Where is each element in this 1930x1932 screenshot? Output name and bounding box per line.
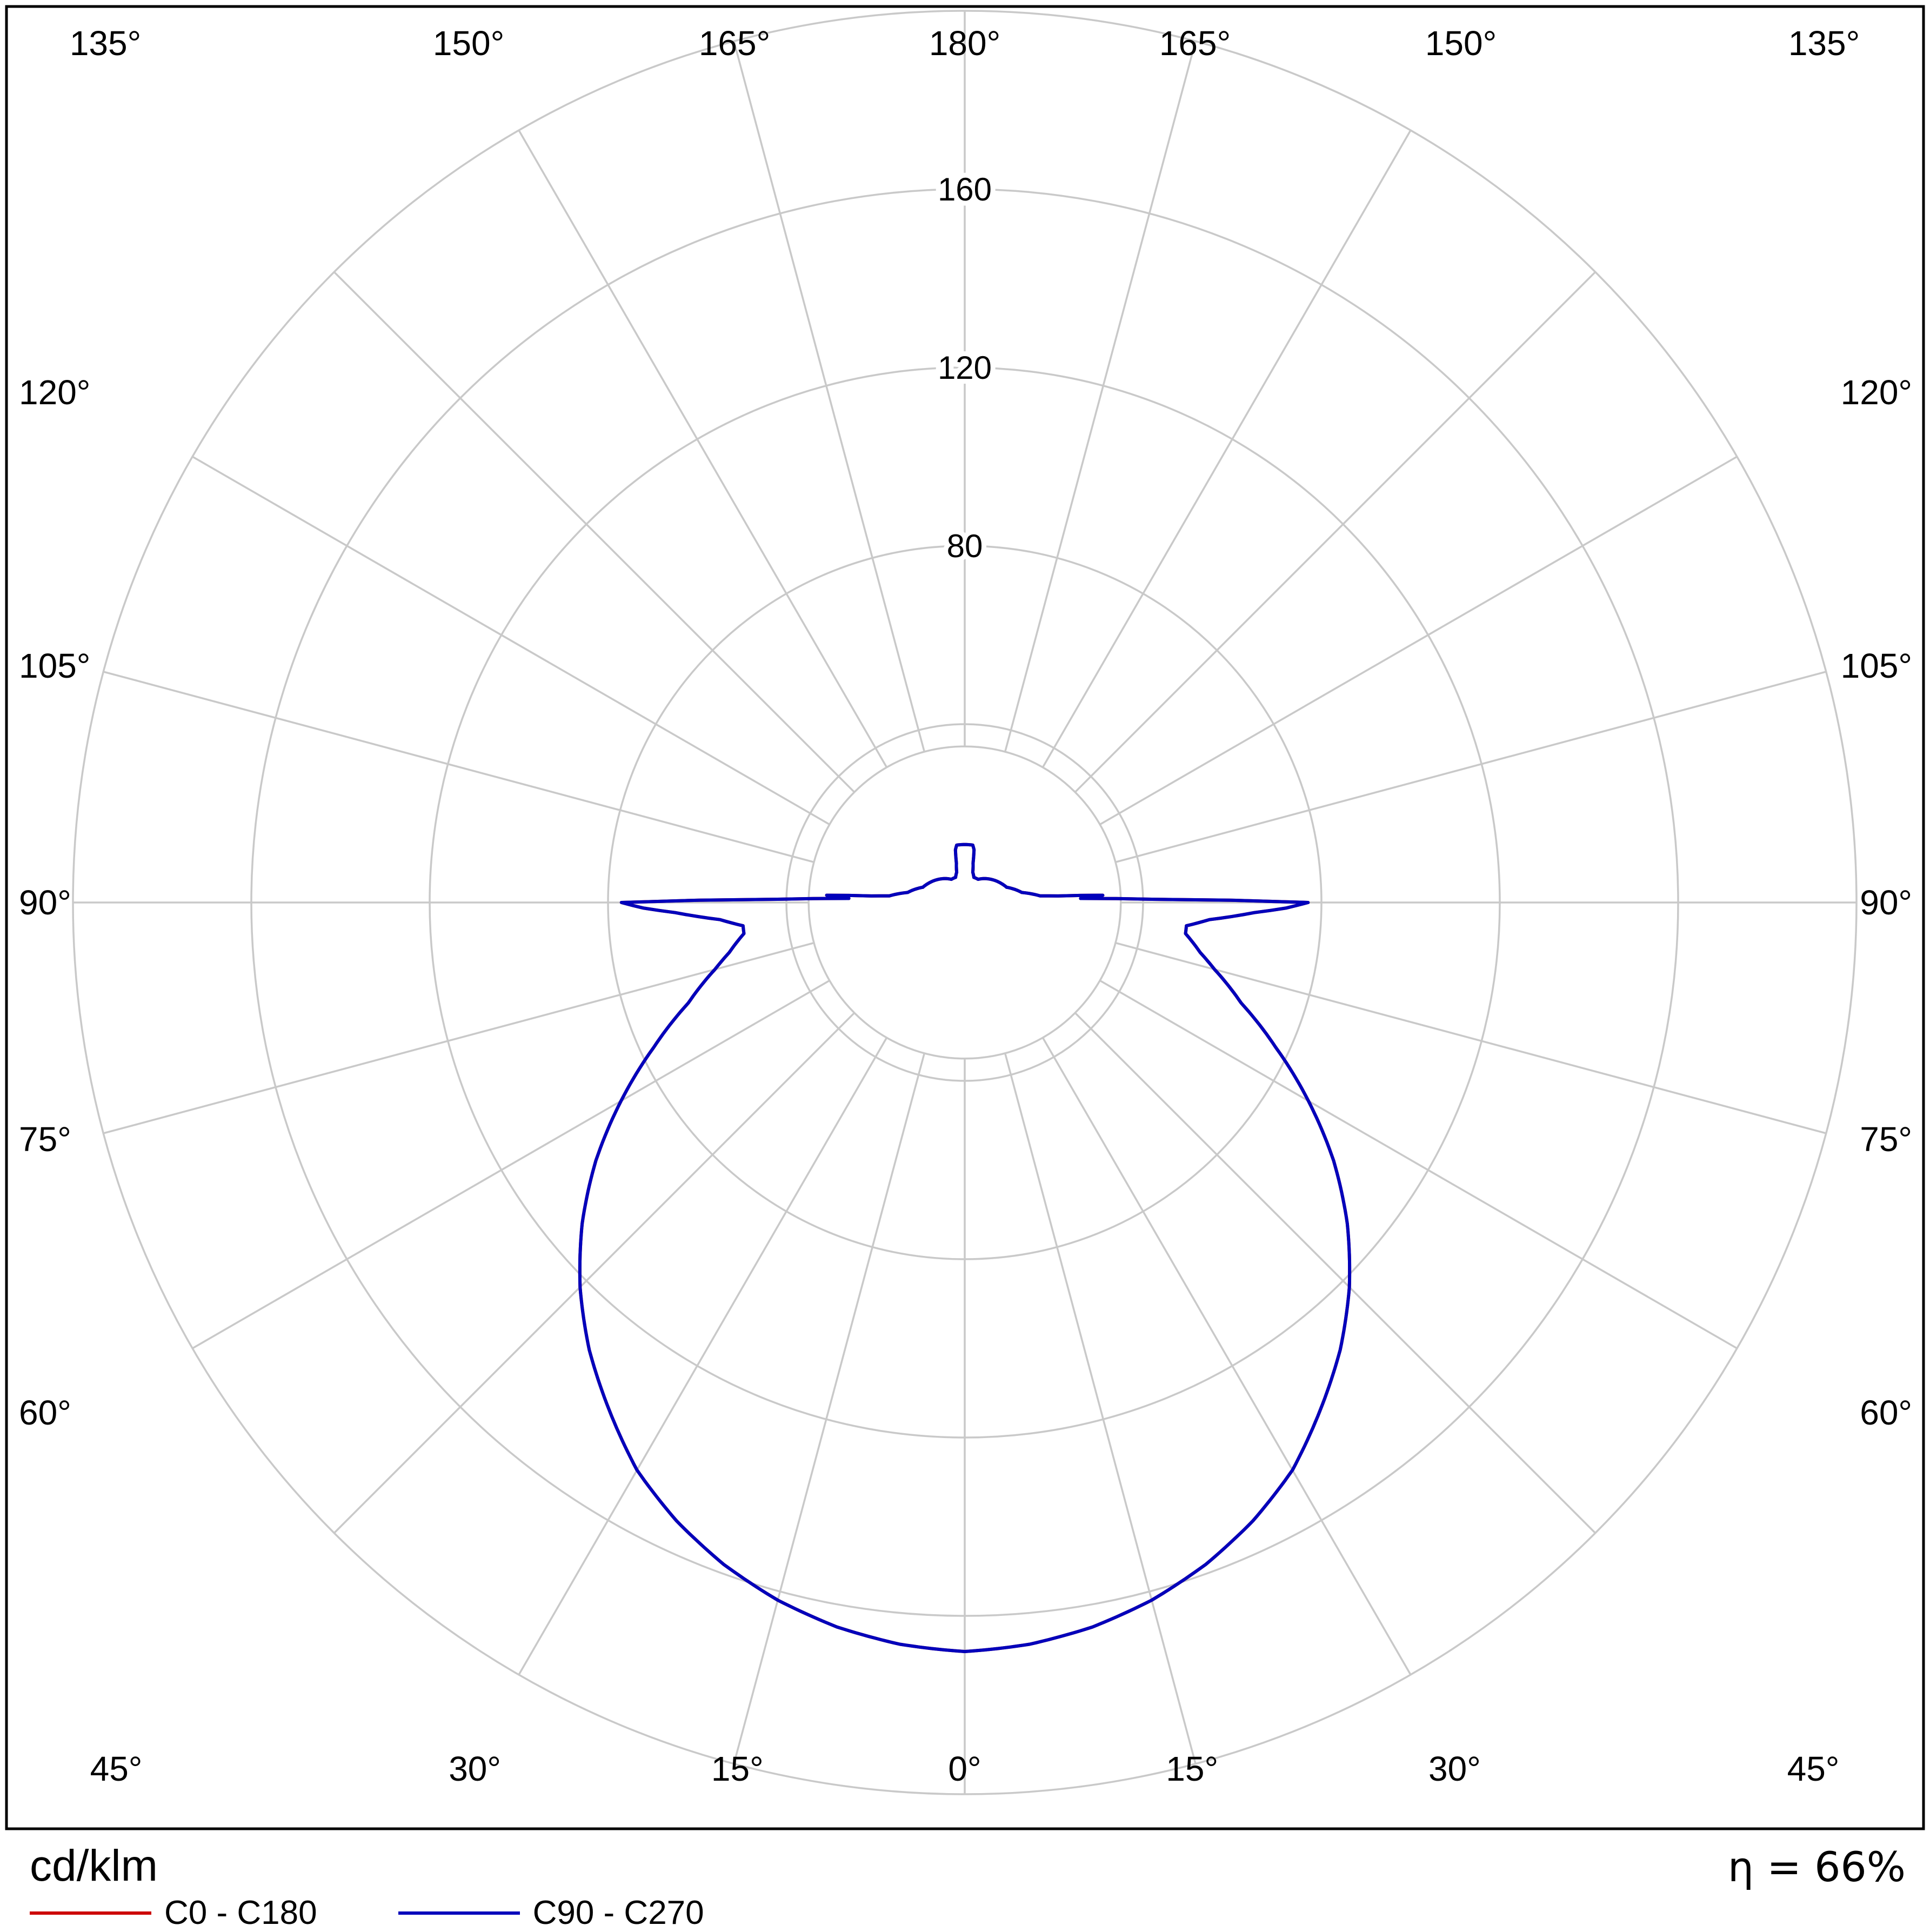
legend: cd/klm η = 66% C0 - C180 C90 - C270 — [0, 1833, 1930, 1932]
angle-label: 120° — [19, 373, 90, 412]
legend-label-c0-c180: C0 - C180 — [164, 1894, 317, 1931]
grid-spoke — [1004, 41, 1197, 752]
ring-label: 80 — [947, 528, 983, 564]
grid-spoke — [733, 41, 925, 752]
angle-label: 105° — [19, 646, 90, 685]
grid-spoke — [192, 979, 830, 1349]
grid-spoke — [103, 942, 814, 1134]
legend-line-c90-c270 — [398, 1911, 520, 1915]
grid-spoke — [103, 671, 814, 863]
grid-spoke — [1074, 271, 1596, 793]
grid-spoke — [1074, 1012, 1596, 1534]
angle-label: 135° — [1788, 24, 1860, 63]
legend-items: C0 - C180 C90 - C270 — [30, 1894, 704, 1932]
angle-label: 165° — [699, 24, 770, 63]
legend-item-c0-c180: C0 - C180 — [30, 1894, 317, 1932]
grid-spoke — [333, 1012, 856, 1534]
angle-label: 150° — [1425, 24, 1497, 63]
angle-label: 150° — [433, 24, 504, 63]
grid-spoke — [733, 1053, 925, 1764]
grid-spoke — [1004, 1053, 1197, 1764]
grid-spoke — [1115, 671, 1827, 863]
angle-label: 45° — [90, 1749, 143, 1788]
angle-label: 45° — [1787, 1749, 1840, 1788]
grid-spoke — [1099, 979, 1738, 1349]
angle-label: 75° — [19, 1120, 71, 1159]
ring-label: 120 — [938, 350, 992, 386]
efficiency-label: η = 66% — [1727, 1843, 1906, 1891]
angle-label: 105° — [1841, 646, 1912, 685]
angle-label: 180° — [929, 24, 1000, 63]
angle-label: 60° — [1860, 1393, 1912, 1432]
legend-line-c0-c180 — [30, 1911, 151, 1915]
angle-label: 165° — [1159, 24, 1231, 63]
angle-label: 120° — [1841, 373, 1912, 412]
angle-label: 135° — [70, 24, 141, 63]
grid-spoke — [1099, 456, 1738, 826]
angle-label: 90° — [1860, 883, 1912, 922]
grid-spoke — [333, 271, 856, 793]
grid-spoke — [1115, 942, 1827, 1134]
grid-spoke — [518, 1037, 888, 1675]
angle-label: 60° — [19, 1393, 71, 1432]
grid-spoke — [1041, 1037, 1412, 1675]
angle-label: 15° — [711, 1749, 764, 1788]
angle-label: 90° — [19, 883, 71, 922]
grid-spoke — [518, 130, 888, 768]
angle-label: 30° — [449, 1749, 501, 1788]
legend-label-c90-c270: C90 - C270 — [532, 1894, 704, 1931]
angle-label: 30° — [1428, 1749, 1481, 1788]
angle-label: 15° — [1166, 1749, 1218, 1788]
grid-spoke — [192, 456, 830, 826]
legend-item-c90-c270: C90 - C270 — [398, 1894, 704, 1932]
ring-label: 160 — [938, 171, 992, 208]
angle-label: 0° — [948, 1749, 981, 1788]
curve-C90-C270 — [578, 843, 1352, 1653]
unit-label: cd/klm — [30, 1841, 158, 1890]
angle-label: 75° — [1860, 1120, 1912, 1159]
grid-spoke — [1041, 130, 1412, 768]
